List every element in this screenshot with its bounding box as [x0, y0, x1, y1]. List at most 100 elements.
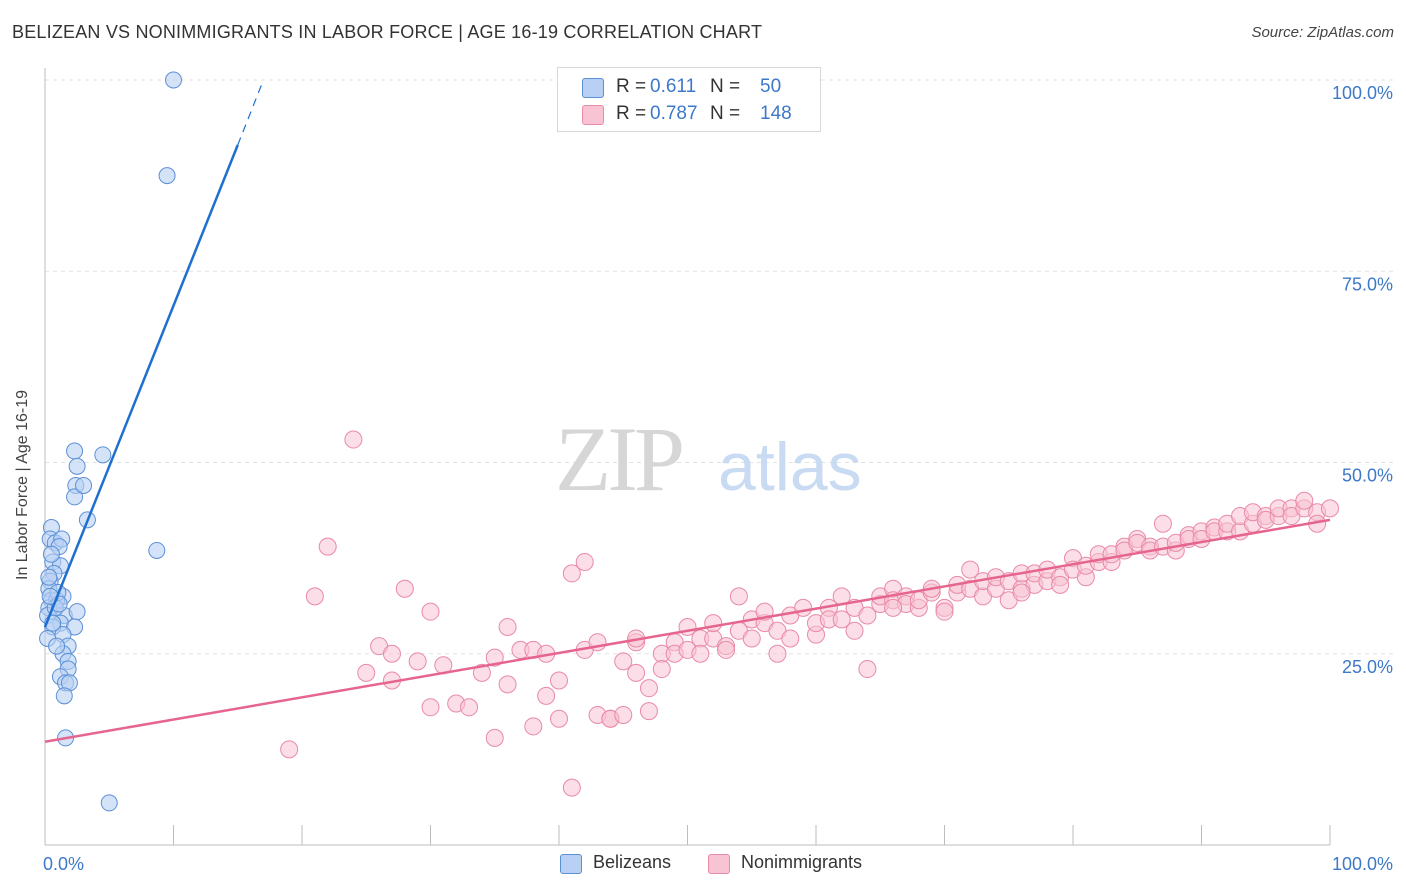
- belizeans-point: [94, 446, 112, 464]
- nonimmigrants-point: [845, 621, 864, 640]
- nonimmigrants-swatch: [708, 854, 730, 874]
- nonimmigrants-point: [639, 679, 658, 698]
- nonimmigrants-point: [550, 671, 568, 690]
- bottom-legend-label: Belizeans: [593, 852, 672, 872]
- trend-lines: [43, 79, 1331, 743]
- nonimmigrants-trend-line: [44, 518, 1331, 743]
- y-tick-label: 25.0%: [1342, 657, 1393, 677]
- y-tick-label: 100.0%: [1332, 83, 1393, 103]
- y-tick-label: 75.0%: [1342, 274, 1393, 294]
- nonimmigrants-point: [742, 629, 761, 648]
- belizeans-point: [68, 457, 86, 475]
- nonimmigrants-point: [421, 698, 440, 717]
- belizeans-points: [39, 71, 182, 812]
- nonimmigrants-point: [935, 602, 954, 621]
- nonimmigrants-point: [781, 629, 800, 648]
- nonimmigrants-point: [1321, 499, 1339, 518]
- nonimmigrants-point: [421, 602, 440, 621]
- nonimmigrants-point: [1012, 583, 1031, 602]
- nonimmigrants-point: [395, 579, 414, 598]
- n-label: N =: [710, 103, 741, 124]
- nonimmigrants-point: [691, 644, 710, 663]
- belizeans-swatch: [582, 78, 604, 98]
- nonimmigrants-swatch: [582, 105, 604, 125]
- x-tick-labels: 0.0% 100.0%: [43, 854, 1393, 874]
- nonimmigrants-point: [550, 709, 568, 728]
- nonimmigrants-point: [485, 648, 504, 667]
- belizeans-trend-line: [43, 144, 239, 628]
- nonimmigrants-point: [305, 587, 324, 606]
- nonimmigrants-point: [1051, 575, 1070, 594]
- y-tick-label: 50.0%: [1342, 466, 1393, 486]
- legend-row-belizeans: R = 0.611 N = 50: [558, 74, 820, 102]
- nonimmigrants-point: [627, 663, 646, 682]
- nonimmigrants-point: [729, 587, 748, 606]
- nonimmigrants-point: [357, 663, 376, 682]
- belizeans-point: [42, 545, 60, 563]
- nonimmigrants-point: [1295, 491, 1314, 510]
- belizeans-point: [66, 442, 84, 460]
- nonimmigrants-point: [575, 552, 594, 571]
- nonimmigrants-point: [344, 430, 363, 449]
- nonimmigrants-points: [280, 430, 1339, 797]
- nonimmigrants-point: [652, 660, 671, 679]
- nonimmigrants-point: [562, 564, 581, 583]
- nonimmigrants-point: [858, 606, 877, 625]
- r-value: 0.787: [650, 103, 698, 124]
- nonimmigrants-point: [717, 640, 736, 659]
- nonimmigrants-point: [498, 675, 517, 694]
- stats-legend: R = 0.611 N = 50 R = 0.787 N = 148: [557, 67, 821, 132]
- r-value: 0.611: [650, 76, 697, 97]
- x-tick-label: 100.0%: [1332, 854, 1393, 874]
- watermark-atlas: atlas: [718, 429, 862, 505]
- nonimmigrants-point: [858, 660, 877, 679]
- nonimmigrants-point: [794, 598, 813, 617]
- nonimmigrants-point: [1153, 514, 1172, 533]
- nonimmigrants-point: [704, 614, 723, 633]
- nonimmigrants-point: [382, 644, 401, 663]
- axes: [44, 68, 1331, 846]
- y-axis-title: In Labor Force | Age 16-19: [14, 389, 31, 580]
- belizeans-point: [100, 794, 118, 812]
- nonimmigrants-point: [280, 740, 299, 759]
- nonimmigrants-point: [639, 702, 658, 721]
- watermark-zip: ZIP: [555, 408, 682, 510]
- nonimmigrants-point: [485, 728, 504, 747]
- r-label: R =: [616, 103, 647, 124]
- belizeans-point: [40, 568, 58, 586]
- belizeans-point: [158, 167, 176, 185]
- bottom-legend-label: Nonimmigrants: [741, 852, 863, 872]
- gridlines: [45, 79, 1395, 655]
- legend-row-nonimmigrants: R = 0.787 N = 148: [558, 101, 820, 129]
- belizeans-trend-extension: [237, 79, 265, 146]
- nonimmigrants-point: [614, 705, 633, 724]
- r-label: R =: [616, 76, 647, 97]
- belizeans-point: [55, 687, 73, 705]
- chart-title: BELIZEAN VS NONIMMIGRANTS IN LABOR FORCE…: [12, 22, 763, 42]
- belizeans-point: [75, 476, 93, 494]
- x-tick-label: 0.0%: [43, 854, 84, 874]
- y-tick-labels: 25.0% 50.0% 75.0% 100.0%: [1332, 83, 1393, 677]
- belizeans-point: [165, 71, 182, 89]
- nonimmigrants-point: [498, 617, 517, 636]
- nonimmigrants-point: [472, 663, 491, 682]
- nonimmigrants-point: [460, 698, 479, 717]
- nonimmigrants-point: [318, 537, 337, 556]
- nonimmigrants-point: [832, 610, 851, 629]
- source-credit: Source: ZipAtlas.com: [1251, 24, 1394, 41]
- belizeans-point: [66, 488, 84, 506]
- n-label: N =: [710, 76, 741, 97]
- nonimmigrants-point: [884, 598, 903, 617]
- belizeans-swatch: [560, 854, 582, 874]
- nonimmigrants-point: [408, 652, 427, 671]
- n-value: 50: [760, 76, 782, 97]
- nonimmigrants-point: [768, 644, 787, 663]
- belizeans-point: [48, 637, 66, 655]
- nonimmigrants-point: [961, 560, 980, 579]
- belizeans-point: [148, 541, 166, 559]
- nonimmigrants-point: [537, 686, 556, 705]
- belizeans-point: [68, 603, 86, 621]
- nonimmigrants-point: [614, 652, 633, 671]
- n-value: 148: [760, 103, 792, 124]
